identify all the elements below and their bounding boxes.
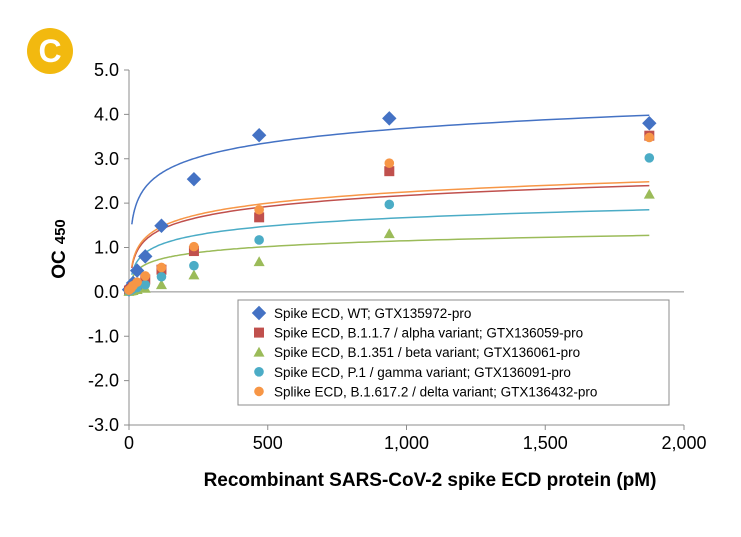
legend-marker — [253, 346, 265, 357]
data-point — [188, 269, 200, 280]
data-point — [644, 132, 655, 143]
x-tick-label: 500 — [253, 433, 283, 453]
data-point — [251, 128, 267, 143]
data-point — [156, 262, 167, 273]
data-point — [189, 241, 199, 252]
data-point — [254, 204, 264, 215]
data-point — [254, 235, 264, 245]
fit-curve — [131, 234, 650, 280]
y-tick-label: 2.0 — [94, 193, 119, 213]
y-tick-label: 5.0 — [94, 60, 119, 80]
y-tick-label: -1.0 — [88, 326, 119, 346]
data-point — [132, 277, 142, 287]
legend-label: Spike ECD, B.1.1.7 / alpha variant; GTX1… — [274, 326, 583, 341]
data-point — [155, 279, 167, 290]
data-point — [154, 218, 169, 233]
y-axis-title-main: OC — [49, 250, 70, 279]
data-point — [644, 153, 655, 163]
axis-titles: Recombinant SARS-CoV-2 spike ECD protein… — [49, 219, 656, 491]
fit-curve — [131, 209, 650, 275]
axes — [124, 69, 685, 430]
data-point — [140, 279, 151, 290]
legend-box — [237, 299, 670, 406]
legend-marker — [254, 327, 264, 338]
data-point — [384, 166, 395, 177]
legend-marker — [254, 386, 264, 397]
data-point — [382, 111, 397, 126]
legend-label: Splike ECD, B.1.617.2 / delta variant; G… — [274, 384, 597, 399]
y-axis-title: OC 450 — [49, 219, 70, 279]
fit-curve — [131, 114, 650, 225]
x-axis-title: Recombinant SARS-CoV-2 spike ECD protein… — [204, 470, 657, 491]
data-point — [254, 212, 265, 223]
y-tick-label: 3.0 — [94, 149, 119, 169]
x-tick-label: 1,000 — [384, 433, 429, 453]
y-tick-label: 1.0 — [94, 238, 119, 258]
legend-label: Spike ECD, P.1 / gamma variant; GTX13609… — [274, 365, 571, 380]
data-point — [186, 171, 202, 187]
data-point — [156, 271, 167, 282]
data-point — [253, 256, 265, 267]
x-tick-label: 1,500 — [523, 433, 568, 453]
data-points — [121, 111, 657, 297]
x-tick-label: 2,000 — [661, 433, 706, 453]
data-point — [642, 116, 657, 131]
data-point — [138, 249, 153, 264]
y-tick-label: -2.0 — [88, 371, 119, 391]
data-point — [384, 158, 395, 168]
y-tick-label: 0.0 — [94, 282, 119, 302]
legend: Spike ECD, WT; GTX135972-pro Spike ECD, B… — [237, 299, 670, 406]
legend-marker — [254, 367, 264, 377]
y-axis-title-subscript: 450 — [52, 219, 69, 244]
fit-curves — [131, 114, 650, 280]
y-tick-label: 4.0 — [94, 104, 119, 124]
data-point — [384, 199, 395, 210]
data-point — [189, 260, 199, 271]
data-point — [383, 228, 395, 239]
fit-curve — [131, 184, 650, 269]
data-point — [129, 263, 145, 278]
tick-labels: 5.0 4.0 3.0 2.0 1.0 0.0 -1.0 -2.0 -3.00 500 1,000 1… — [88, 60, 707, 453]
x-tick-label: 0 — [124, 433, 134, 453]
data-point — [643, 188, 655, 199]
data-point — [140, 271, 151, 281]
y-tick-label: -3.0 — [88, 415, 119, 435]
legend-label: Spike ECD, WT; GTX135972-pro — [274, 306, 471, 321]
panel-label-badge: C — [27, 28, 73, 74]
legend-label: Spike ECD, B.1.351 / beta variant; GTX13… — [274, 345, 580, 360]
fit-curve — [131, 181, 650, 267]
legend-marker — [251, 305, 267, 321]
